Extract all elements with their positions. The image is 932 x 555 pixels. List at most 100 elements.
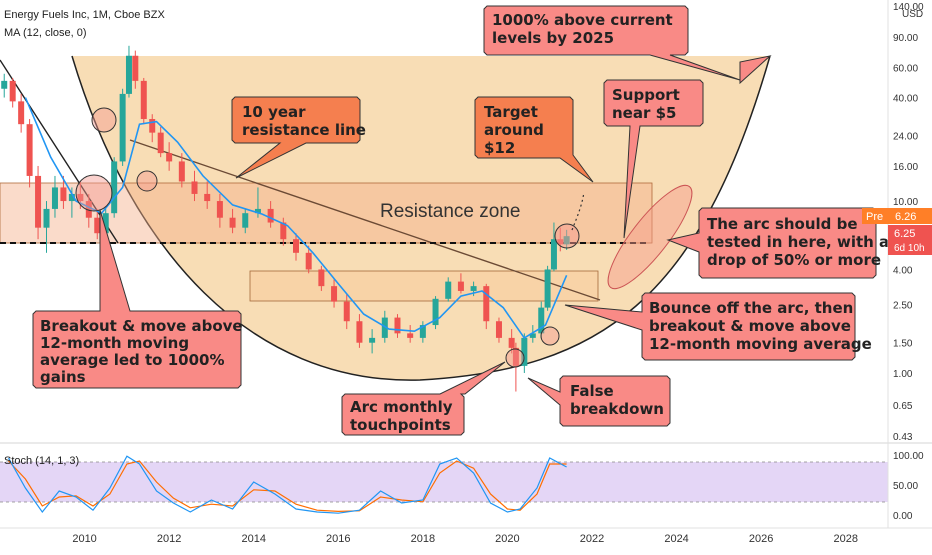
candle-body bbox=[18, 101, 25, 125]
callout-touchpoints: Arc monthly touchpoints bbox=[341, 361, 506, 436]
candle-body bbox=[119, 93, 126, 162]
candle bbox=[119, 88, 126, 166]
touchpoint-circle bbox=[505, 348, 525, 368]
candle-body bbox=[166, 153, 173, 162]
candle-body bbox=[125, 55, 132, 94]
resistance-zone-label: Resistance zone bbox=[380, 201, 520, 222]
callout-breakout-l4: gains bbox=[40, 368, 86, 386]
ma-12-line bbox=[24, 97, 568, 339]
stoch-axis[interactable]: 100.00 50.00 0.00 bbox=[893, 451, 924, 522]
candle-body bbox=[26, 124, 33, 176]
candle-body bbox=[149, 119, 156, 133]
candle bbox=[267, 201, 274, 228]
candle-body bbox=[111, 161, 118, 214]
time-tick-label: 2014 bbox=[241, 533, 265, 545]
candle-body bbox=[191, 181, 198, 194]
price-tick-label: 10.00 bbox=[893, 197, 918, 208]
callout-breakout-l1: Breakout & move above bbox=[40, 317, 243, 335]
candle bbox=[26, 119, 33, 188]
candle-body bbox=[140, 80, 147, 120]
candle bbox=[550, 222, 557, 272]
candle bbox=[60, 175, 67, 209]
callout-breakout-l3: average led to 1000% bbox=[40, 351, 224, 369]
callout-arc-test-l2: tested in here, with a bbox=[707, 233, 889, 251]
stoch-legend: Stoch (14, 1, 3) bbox=[4, 455, 79, 467]
callout-ten-year-l2: resistance line bbox=[242, 121, 366, 139]
candle-body bbox=[43, 208, 50, 228]
candle-body bbox=[331, 286, 338, 302]
candle-body bbox=[51, 187, 58, 209]
callout-target-l2: around bbox=[484, 121, 544, 139]
candle bbox=[432, 296, 439, 330]
callout-arc-test-l3: drop of 50% or more bbox=[707, 251, 881, 269]
price-tick-label: 2.50 bbox=[893, 301, 913, 312]
ma-legend: MA (12, close, 0) bbox=[4, 27, 87, 39]
callout-support-l2: near $5 bbox=[612, 104, 676, 122]
candle-body bbox=[94, 217, 101, 234]
candle-body bbox=[343, 301, 350, 322]
time-tick-label: 2018 bbox=[411, 533, 435, 545]
candle-body bbox=[68, 193, 75, 202]
callout-target: Target around $12 bbox=[474, 96, 594, 183]
callout-thousand-l2: levels by 2025 bbox=[492, 29, 614, 47]
candle bbox=[369, 329, 376, 354]
candle-body bbox=[305, 252, 312, 270]
candle bbox=[157, 126, 164, 158]
candle bbox=[1, 73, 8, 98]
callout-thousand-l1: 1000% above current bbox=[492, 11, 673, 29]
callout-bounce: Bounce off the arc, then breakout & move … bbox=[564, 292, 872, 361]
last-price-value: 6.25 bbox=[894, 228, 915, 240]
price-tick-label: 140.00 bbox=[893, 2, 924, 13]
stoch-tick-label: 100.00 bbox=[893, 451, 924, 462]
candle-body bbox=[254, 208, 261, 214]
candle bbox=[18, 93, 25, 133]
time-axis[interactable]: 2010 2012 2014 2016 2018 2020 2022 2024 2026 2028 bbox=[72, 533, 858, 545]
candle-body bbox=[538, 307, 545, 334]
candle bbox=[280, 217, 287, 246]
price-tick-label: 24.00 bbox=[893, 132, 918, 143]
touchpoint-circle bbox=[91, 107, 117, 133]
candle-body bbox=[85, 201, 92, 218]
candle-body bbox=[445, 281, 452, 299]
candle bbox=[407, 325, 414, 343]
callout-target-l1: Target bbox=[484, 103, 538, 121]
stoch-k-line bbox=[7, 455, 567, 514]
time-tick-label: 2016 bbox=[326, 533, 350, 545]
symbol-legend: Energy Fuels Inc, 1M, Cboe BZX bbox=[4, 9, 165, 21]
candle-body bbox=[495, 321, 502, 338]
candle-body bbox=[407, 333, 414, 338]
candle bbox=[51, 175, 58, 218]
target-circle bbox=[554, 223, 580, 249]
candle bbox=[419, 321, 426, 343]
price-axis[interactable]: 140.0090.0060.0040.0024.0016.0010.006.00… bbox=[893, 2, 924, 443]
candle-body bbox=[529, 333, 536, 338]
candle-body bbox=[229, 217, 236, 228]
candle bbox=[149, 114, 156, 143]
candle-body bbox=[1, 80, 8, 89]
callout-bounce-l3: 12-month moving average bbox=[649, 335, 872, 353]
candle-body bbox=[470, 286, 477, 291]
candle bbox=[521, 333, 528, 373]
price-tick-label: 90.00 bbox=[893, 33, 918, 44]
pre-badge[interactable] bbox=[862, 208, 932, 224]
candle bbox=[529, 325, 536, 343]
candle bbox=[394, 314, 401, 338]
price-tick-label: 0.43 bbox=[893, 432, 913, 443]
callout-arc-test-l1: The arc should be bbox=[707, 215, 858, 233]
candle-body bbox=[512, 347, 519, 366]
candle bbox=[111, 157, 118, 218]
touchpoint-circle bbox=[540, 326, 560, 346]
candle-body bbox=[394, 317, 401, 334]
time-tick-label: 2028 bbox=[833, 533, 857, 545]
touchpoint-circle bbox=[75, 174, 113, 212]
callout-ten-year-l1: 10 year bbox=[242, 103, 306, 121]
candle bbox=[495, 317, 502, 343]
candle bbox=[85, 193, 92, 228]
candle-body bbox=[419, 325, 426, 338]
last-price-badge[interactable] bbox=[888, 225, 932, 255]
pre-badge-label: Pre bbox=[866, 211, 883, 223]
